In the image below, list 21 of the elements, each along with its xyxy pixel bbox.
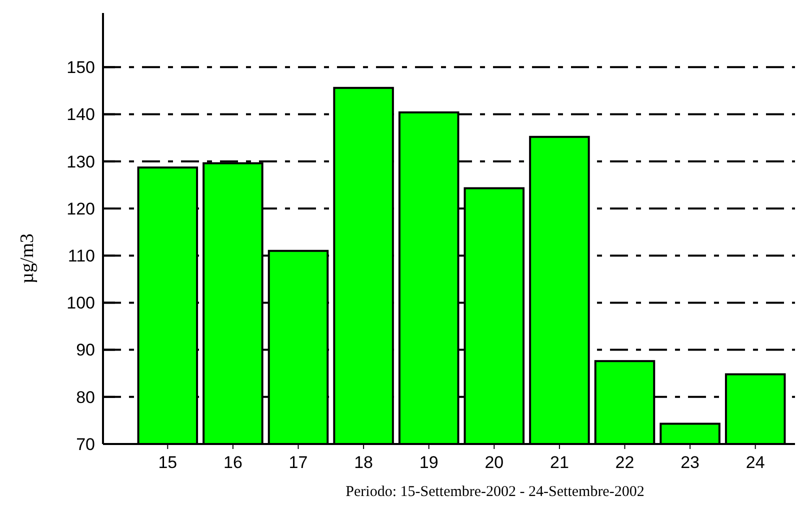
x-tick-label: 17 bbox=[288, 453, 308, 472]
x-tick-label: 15 bbox=[158, 453, 178, 472]
x-tick-label: 16 bbox=[223, 453, 242, 472]
x-tick-label: 24 bbox=[746, 453, 765, 472]
x-tick-label: 21 bbox=[550, 453, 569, 472]
x-tick-label: 18 bbox=[354, 453, 374, 472]
y-tick-label: 70 bbox=[76, 434, 95, 454]
y-tick-label: 150 bbox=[66, 58, 95, 78]
x-axis-title: Periodo: 15-Settembre-2002 - 24-Settembre-2002 bbox=[346, 484, 644, 500]
y-tick-label: 140 bbox=[66, 105, 95, 124]
x-tick-label: 22 bbox=[615, 453, 634, 472]
x-tick-label: 19 bbox=[419, 453, 438, 472]
y-tick-label: 90 bbox=[76, 340, 95, 360]
y-tick-label: 100 bbox=[66, 294, 95, 313]
y-tick-label: 110 bbox=[68, 246, 95, 266]
x-tick-label: 20 bbox=[484, 453, 504, 472]
y-axis-title: µg/m3 bbox=[17, 233, 38, 284]
y-tick-label: 80 bbox=[76, 388, 95, 407]
x-tick-label: 23 bbox=[680, 453, 700, 472]
y-tick-label: 120 bbox=[66, 199, 95, 218]
y-tick-label: 130 bbox=[66, 152, 95, 172]
